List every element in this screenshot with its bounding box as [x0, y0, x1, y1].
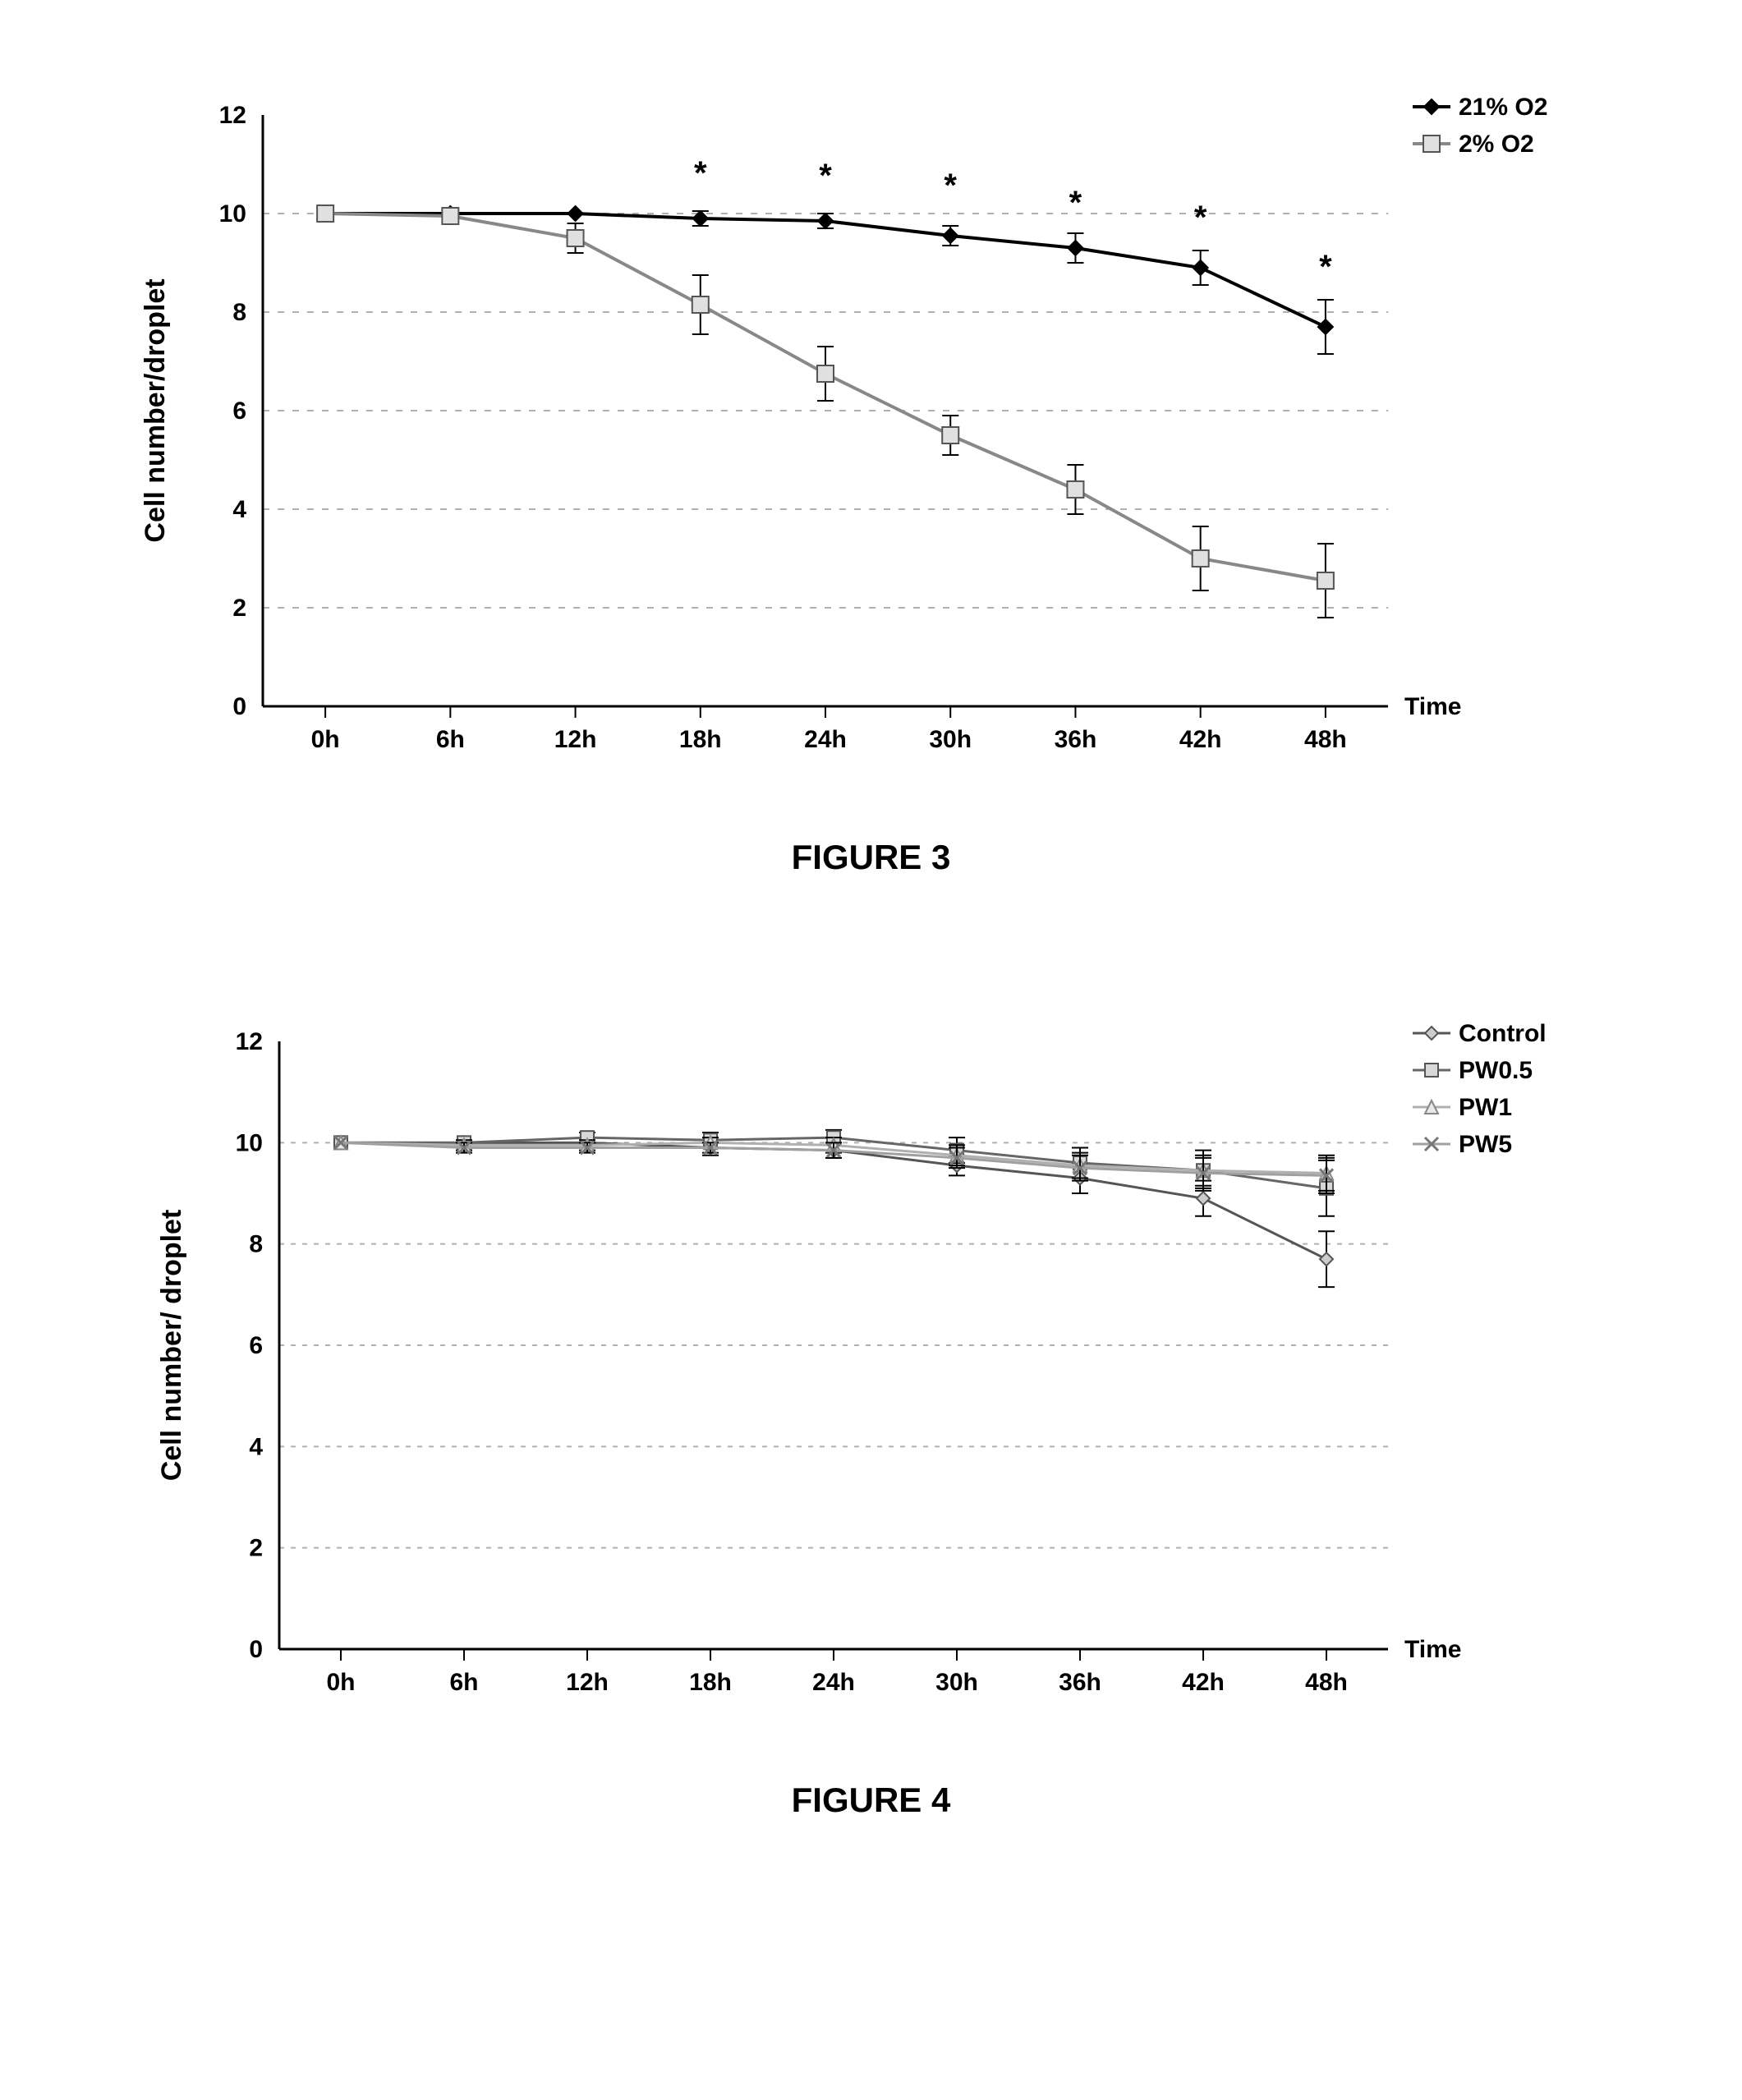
- svg-text:6h: 6h: [449, 1669, 478, 1696]
- svg-text:0: 0: [249, 1636, 263, 1663]
- svg-text:18h: 18h: [689, 1669, 732, 1696]
- svg-text:PW1: PW1: [1459, 1094, 1512, 1121]
- svg-text:18h: 18h: [679, 726, 722, 753]
- svg-text:2% O2: 2% O2: [1459, 131, 1534, 158]
- svg-text:*: *: [1319, 249, 1332, 285]
- svg-text:30h: 30h: [935, 1669, 978, 1696]
- svg-text:0h: 0h: [311, 726, 340, 753]
- svg-text:12h: 12h: [566, 1669, 609, 1696]
- svg-text:12: 12: [219, 102, 246, 129]
- svg-text:30h: 30h: [929, 726, 972, 753]
- svg-text:21% O2: 21% O2: [1459, 94, 1547, 121]
- svg-text:Time: Time: [1404, 693, 1461, 720]
- svg-text:*: *: [694, 155, 707, 191]
- svg-text:12: 12: [236, 1028, 263, 1055]
- figure-4-caption: FIGURE 4: [66, 1781, 1676, 1820]
- svg-text:*: *: [819, 158, 832, 194]
- svg-text:4: 4: [232, 496, 246, 523]
- svg-text:2: 2: [232, 595, 246, 622]
- figure-4-svg: 0 2 4 6 8 10 12 0h 6h 12h 18h 24h 30h 36h 42h 48h Time Ce…: [66, 992, 1610, 1748]
- svg-text:PW0.5: PW0.5: [1459, 1057, 1533, 1084]
- svg-text:48h: 48h: [1304, 726, 1347, 753]
- svg-text:PW5: PW5: [1459, 1131, 1512, 1158]
- figure-3-chart: 0 2 4 6 8 10 12 0h 6h 12h 18h 24h 30h 36h 42h 48h Time Ce…: [66, 66, 1676, 805]
- svg-text:36h: 36h: [1059, 1669, 1101, 1696]
- svg-text:48h: 48h: [1305, 1669, 1348, 1696]
- svg-text:Cell number/droplet: Cell number/droplet: [140, 278, 171, 542]
- svg-text:8: 8: [232, 299, 246, 326]
- svg-text:0: 0: [232, 693, 246, 720]
- figure-4-chart: 0 2 4 6 8 10 12 0h 6h 12h 18h 24h 30h 36h 42h 48h Time Ce…: [66, 992, 1676, 1748]
- svg-text:6: 6: [249, 1332, 263, 1359]
- svg-text:10: 10: [219, 200, 246, 227]
- svg-text:24h: 24h: [804, 726, 847, 753]
- svg-text:Control: Control: [1459, 1020, 1547, 1047]
- figure-3-svg: 0 2 4 6 8 10 12 0h 6h 12h 18h 24h 30h 36h 42h 48h Time Ce…: [66, 66, 1610, 805]
- svg-text:2: 2: [249, 1535, 263, 1562]
- svg-text:42h: 42h: [1182, 1669, 1225, 1696]
- svg-text:*: *: [1069, 185, 1082, 221]
- svg-text:0h: 0h: [326, 1669, 355, 1696]
- svg-text:12h: 12h: [554, 726, 597, 753]
- figure-3-block: 0 2 4 6 8 10 12 0h 6h 12h 18h 24h 30h 36h 42h 48h Time Ce…: [66, 66, 1676, 877]
- svg-text:42h: 42h: [1179, 726, 1222, 753]
- svg-text:Cell number/ droplet: Cell number/ droplet: [156, 1210, 187, 1482]
- svg-text:6: 6: [232, 397, 246, 425]
- svg-text:4: 4: [249, 1433, 263, 1460]
- svg-text:8: 8: [249, 1231, 263, 1258]
- figure-3-caption: FIGURE 3: [66, 838, 1676, 877]
- svg-text:24h: 24h: [812, 1669, 855, 1696]
- svg-text:*: *: [944, 168, 957, 204]
- svg-text:Time: Time: [1404, 1636, 1461, 1663]
- figure-4-block: 0 2 4 6 8 10 12 0h 6h 12h 18h 24h 30h 36h 42h 48h Time Ce…: [66, 992, 1676, 1820]
- svg-text:10: 10: [236, 1129, 263, 1156]
- svg-text:*: *: [1194, 200, 1207, 236]
- svg-text:6h: 6h: [436, 726, 465, 753]
- svg-text:36h: 36h: [1055, 726, 1097, 753]
